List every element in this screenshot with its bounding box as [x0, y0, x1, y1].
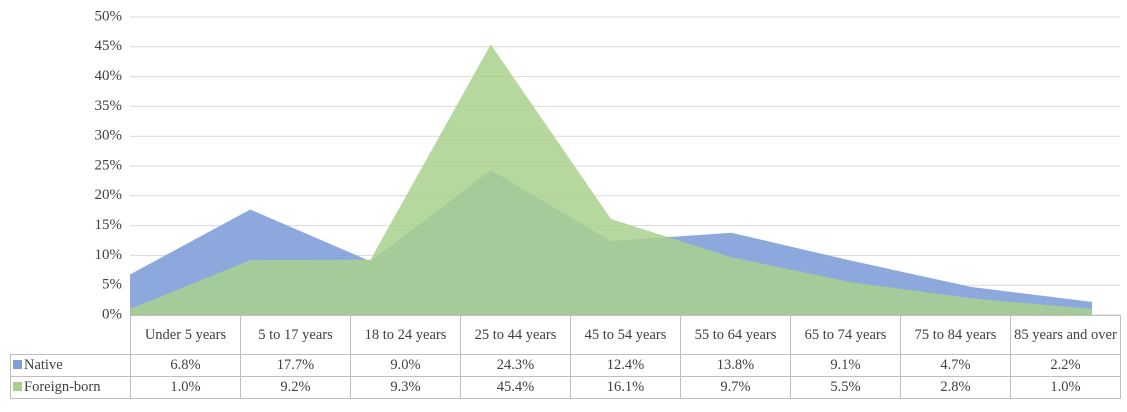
header-row: Under 5 years 5 to 17 years 18 to 24 years…	[10, 315, 1121, 355]
y-tick-label: 5%	[102, 277, 122, 293]
data-table: Under 5 years 5 to 17 years 18 to 24 years…	[10, 315, 1121, 399]
data-row: Foreign-born 1.0% 9.2% 9.3% 45.4% 16.1% 9.7% 5.…	[10, 376, 1121, 399]
area	[130, 44, 1092, 315]
x-tick-label: 45 to 54 years	[570, 315, 681, 355]
data-row: Native 6.8% 17.7% 9.0% 24.3% 12.4% 13.8% 9.1% 4.…	[10, 354, 1121, 377]
legend-swatch	[13, 360, 22, 369]
legend-label: Native	[24, 357, 63, 373]
corner-cell	[10, 315, 131, 355]
data-label: 24.3%	[460, 354, 571, 377]
x-tick-label: 85 years and over	[1010, 315, 1121, 355]
data-label: 13.8%	[680, 354, 791, 377]
y-tick-label: 20%	[95, 187, 123, 203]
x-tick-label: 65 to 74 years	[790, 315, 901, 355]
data-label: 9.3%	[350, 376, 461, 399]
data-label: 9.0%	[350, 354, 461, 377]
data-label: 1.0%	[130, 376, 241, 399]
data-label: 9.7%	[680, 376, 791, 399]
data-label: 17.7%	[240, 354, 351, 377]
y-tick-label: 15%	[95, 217, 123, 233]
data-label: 16.1%	[570, 376, 681, 399]
legend-entry: Foreign-born	[10, 376, 131, 399]
data-label: 6.8%	[130, 354, 241, 377]
x-tick-label: Under 5 years	[130, 315, 241, 355]
y-tick-label: 30%	[95, 128, 123, 144]
y-tick-label: 40%	[95, 68, 123, 84]
legend-entry: Native	[10, 354, 131, 377]
y-tick-label: 35%	[95, 98, 123, 114]
data-label: 4.7%	[900, 354, 1011, 377]
y-tick-label: 50%	[95, 8, 123, 24]
legend-label: Foreign-born	[24, 379, 101, 395]
y-tick-label: 45%	[95, 38, 123, 54]
data-label: 9.1%	[790, 354, 901, 377]
data-label: 12.4%	[570, 354, 681, 377]
x-tick-label: 75 to 84 years	[900, 315, 1011, 355]
legend-swatch	[13, 382, 22, 391]
data-label: 5.5%	[790, 376, 901, 399]
data-label: 9.2%	[240, 376, 351, 399]
x-tick-label: 55 to 64 years	[680, 315, 791, 355]
data-label: 2.8%	[900, 376, 1011, 399]
y-tick-label: 25%	[95, 157, 123, 173]
data-label: 2.2%	[1010, 354, 1121, 377]
data-label: 45.4%	[460, 376, 571, 399]
data-label: 1.0%	[1010, 376, 1121, 399]
x-tick-label: 25 to 44 years	[460, 315, 571, 355]
x-tick-label: 5 to 17 years	[240, 315, 351, 355]
y-tick-label: 10%	[95, 247, 123, 263]
x-tick-label: 18 to 24 years	[350, 315, 461, 355]
